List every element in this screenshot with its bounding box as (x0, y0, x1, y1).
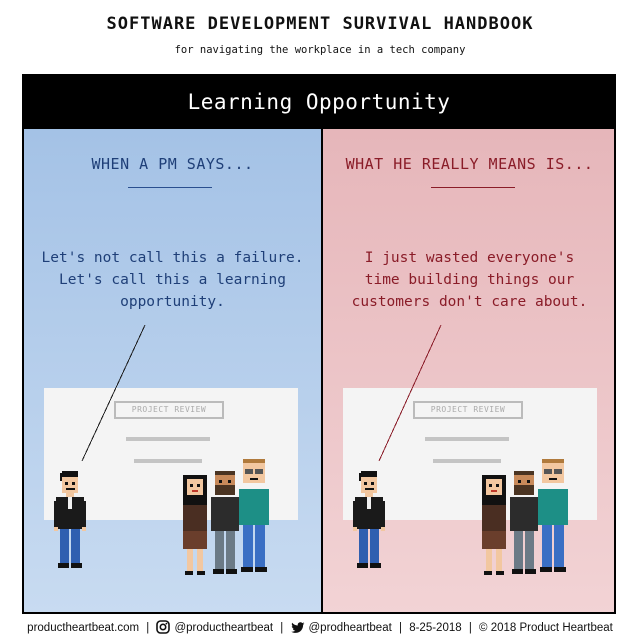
footer-twitter-handle[interactable]: @prodheartbeat (308, 622, 392, 634)
board-line (134, 459, 202, 463)
comic-banner-title: Learning Opportunity (24, 76, 614, 129)
quote-line: I just wasted everyone's (364, 250, 575, 266)
quote-line: opportunity. (120, 294, 225, 310)
team-characters (482, 459, 568, 575)
footer-date: 8-25-2018 (409, 622, 462, 634)
right-panel-heading: WHAT HE REALLY MEANS IS... (345, 155, 594, 173)
handbook-title: SOFTWARE DEVELOPMENT SURVIVAL HANDBOOK (106, 14, 534, 34)
right-heading-underline (431, 187, 515, 188)
board-label: PROJECT REVIEW (413, 401, 523, 419)
left-heading-underline (128, 187, 212, 188)
twitter-icon (290, 622, 305, 637)
team-characters (183, 459, 269, 575)
quote-line: Let's not call this a failure. (41, 250, 304, 266)
quote-line: customers don't care about. (351, 294, 588, 310)
quote-line: Let's call this a learning (59, 272, 286, 288)
pm-character (353, 471, 385, 568)
comic-strip: Learning Opportunity WHEN A PM SAYS... L… (22, 74, 616, 614)
left-panel-characters (54, 324, 269, 575)
panel-divider (321, 129, 323, 612)
right-panel-characters (353, 324, 568, 575)
footer-instagram-handle[interactable]: @productheartbeat (174, 622, 274, 634)
footer-website-link[interactable]: productheartbeat.com (27, 622, 140, 634)
instagram-icon (156, 620, 171, 637)
footer-separator: | (146, 622, 150, 634)
left-panel: WHEN A PM SAYS... Let's not call this a … (24, 129, 321, 612)
footer-separator: | (399, 622, 402, 634)
left-panel-quote: Let's not call this a failure. Let's cal… (38, 247, 307, 313)
right-panel-quote: I just wasted everyone's time building t… (337, 247, 602, 313)
board-label: PROJECT REVIEW (114, 401, 224, 419)
footer-copyright: © 2018 Product Heartbeat (479, 622, 613, 634)
speech-pointer (378, 324, 442, 462)
pm-character (54, 471, 86, 568)
footer-separator: | (280, 622, 284, 634)
handbook-subtitle: for navigating the workplace in a tech c… (174, 44, 466, 56)
board-line (433, 459, 501, 463)
left-panel-heading: WHEN A PM SAYS... (91, 155, 254, 173)
speech-pointer (81, 324, 146, 462)
board-line (126, 437, 210, 441)
footer-separator: | (468, 622, 472, 634)
board-line (425, 437, 509, 441)
footer: productheartbeat.com | @productheartbeat… (0, 620, 640, 637)
project-review-board: PROJECT REVIEW (343, 388, 597, 520)
right-panel: WHAT HE REALLY MEANS IS... I just wasted… (323, 129, 614, 612)
quote-line: time building things our (364, 272, 575, 288)
